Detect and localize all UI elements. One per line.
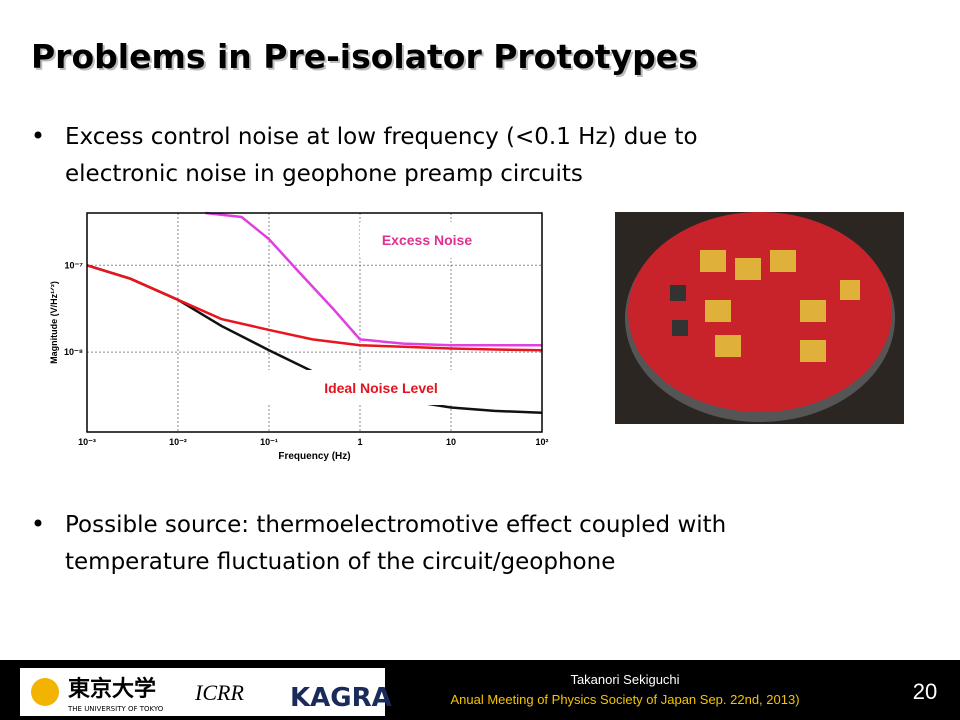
meeting: Anual Meeting of Physics Society of Japa… [450, 692, 799, 707]
bullet-text: Excess control noise at low frequency (<… [65, 124, 698, 187]
x-tick-label: 10⁻³ [78, 437, 96, 447]
logo-text: 東京大学 [68, 676, 156, 702]
x-tick-label: 10² [535, 437, 548, 447]
logo-text: ICRR [194, 680, 244, 705]
logo-text: KAGRA [290, 683, 392, 713]
logo-area [20, 668, 385, 716]
series-line [205, 211, 542, 347]
page-number: 20 [913, 679, 937, 704]
plot: 10⁻³ 10⁻² 10⁻¹ 1 10 10² 10⁻⁷ 10⁻⁸ Frequency (Hz)… [45, 208, 553, 464]
title-shadow: Problems in Pre-isolator Prototypes [33, 39, 700, 78]
annotation: Excess Noise [382, 232, 472, 248]
x-axis-label: Frequency (Hz) [278, 451, 350, 462]
bullet-text: Possible source: thermoelectromotive eff… [65, 512, 726, 575]
y-tick-label: 10⁻⁸ [64, 347, 83, 357]
annotation-box [360, 222, 535, 258]
author: Takanori Sekiguchi [570, 672, 679, 687]
plot-frame [86, 212, 543, 433]
logo-text: THE UNIVERSITY OF TOKYO [67, 705, 164, 713]
photo [615, 212, 904, 424]
annotation: Ideal Noise Level [324, 380, 438, 396]
y-tick-label: 10⁻⁷ [65, 260, 84, 270]
logo-icon [31, 678, 59, 706]
annotation-box [232, 370, 530, 405]
series-line [86, 264, 543, 352]
x-tick-label: 10⁻¹ [260, 437, 278, 447]
x-tick-label: 10⁻² [169, 437, 187, 447]
bullet-dot [34, 131, 42, 139]
x-tick-label: 1 [357, 437, 362, 447]
title: Problems in Pre-isolator Prototypes [31, 37, 698, 76]
y-axis-label: Magnitude (V/Hz¹ᐟ²) [49, 281, 59, 364]
bullet-dot [34, 519, 42, 527]
x-tick-label: 10 [446, 437, 456, 447]
